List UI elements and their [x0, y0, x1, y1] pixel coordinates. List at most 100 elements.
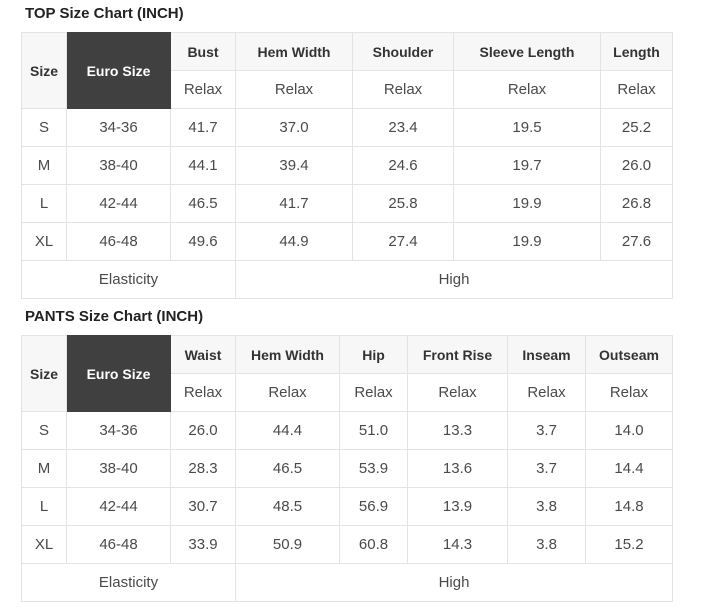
measurement-cell: 44.9	[235, 222, 353, 261]
measurement-cell: 41.7	[170, 108, 236, 147]
euro-size-cell: 42-44	[66, 487, 171, 526]
relax-fit-cell: Relax	[339, 373, 408, 412]
elasticity-label-cell: Elasticity	[21, 260, 236, 299]
size-cell: L	[21, 184, 67, 223]
elasticity-value-cell: High	[235, 563, 673, 602]
hem-width-column-header: Hem Width	[235, 335, 340, 374]
outseam-column-header: Outseam	[585, 335, 673, 374]
measurement-cell: 30.7	[170, 487, 236, 526]
hem-width-column-header: Hem Width	[235, 32, 353, 71]
table-row: S 34-36 41.7 37.0 23.4 19.5 25.2	[21, 108, 673, 147]
measurement-cell: 3.7	[507, 411, 586, 450]
measurement-cell: 14.3	[407, 525, 508, 564]
measurement-cell: 33.9	[170, 525, 236, 564]
measurement-cell: 19.5	[453, 108, 601, 147]
measurement-cell: 14.4	[585, 449, 673, 488]
euro-size-cell: 34-36	[66, 411, 171, 450]
table-row: S 34-36 26.0 44.4 51.0 13.3 3.7 14.0	[21, 411, 673, 450]
top-chart-title: TOP Size Chart (INCH)	[25, 5, 184, 22]
table-footer-row: Elasticity High	[21, 563, 673, 602]
measurement-cell: 24.6	[352, 146, 454, 185]
table-row: M 38-40 28.3 46.5 53.9 13.6 3.7 14.4	[21, 449, 673, 488]
inseam-column-header: Inseam	[507, 335, 586, 374]
measurement-cell: 44.1	[170, 146, 236, 185]
header-row-measures: Size Euro Size Waist Hem Width Hip Front…	[21, 335, 673, 412]
relax-fit-cell: Relax	[235, 70, 353, 109]
measurement-cell: 27.6	[600, 222, 673, 261]
euro-size-cell: 42-44	[66, 184, 171, 223]
top-size-chart: Size Euro Size Bust Hem Width Shoulder S…	[21, 32, 673, 299]
measurement-cell: 25.8	[352, 184, 454, 223]
relax-fit-cell: Relax	[453, 70, 601, 109]
measurement-cell: 26.0	[170, 411, 236, 450]
measurement-cell: 28.3	[170, 449, 236, 488]
measurement-cell: 19.7	[453, 146, 601, 185]
measurement-cell: 46.5	[170, 184, 236, 223]
euro-size-cell: 34-36	[66, 108, 171, 147]
size-cell: S	[21, 411, 67, 450]
measurement-cell: 48.5	[235, 487, 340, 526]
relax-fit-cell: Relax	[585, 373, 673, 412]
relax-fit-cell: Relax	[352, 70, 454, 109]
header-row-fit: Relax Relax Relax Relax Relax Relax	[22, 373, 673, 412]
measurement-cell: 53.9	[339, 449, 408, 488]
measurement-cell: 14.8	[585, 487, 673, 526]
measurement-cell: 37.0	[235, 108, 353, 147]
measurement-cell: 19.9	[453, 222, 601, 261]
table-row: XL 46-48 49.6 44.9 27.4 19.9 27.6	[21, 222, 673, 261]
measurement-cell: 14.0	[585, 411, 673, 450]
measurement-cell: 46.5	[235, 449, 340, 488]
euro-size-cell: 46-48	[66, 222, 171, 261]
size-column-header: Size	[21, 335, 67, 412]
table-row: M 38-40 44.1 39.4 24.6 19.7 26.0	[21, 146, 673, 185]
pants-size-chart: Size Euro Size Waist Hem Width Hip Front…	[21, 335, 673, 602]
front-rise-column-header: Front Rise	[407, 335, 508, 374]
measurement-cell: 56.9	[339, 487, 408, 526]
table-row: L 42-44 46.5 41.7 25.8 19.9 26.8	[21, 184, 673, 223]
measurement-cell: 13.9	[407, 487, 508, 526]
measurement-cell: 50.9	[235, 525, 340, 564]
measurement-cell: 19.9	[453, 184, 601, 223]
table-footer-row: Elasticity High	[21, 260, 673, 299]
elasticity-value-cell: High	[235, 260, 673, 299]
table-row: L 42-44 30.7 48.5 56.9 13.9 3.8 14.8	[21, 487, 673, 526]
measurement-cell: 27.4	[352, 222, 454, 261]
header-row-fit: Relax Relax Relax Relax Relax	[22, 70, 673, 109]
measurement-cell: 26.0	[600, 146, 673, 185]
measurement-cell: 3.8	[507, 525, 586, 564]
euro-size-column-header: Euro Size	[66, 32, 171, 109]
measurement-cell: 60.8	[339, 525, 408, 564]
size-cell: M	[21, 146, 67, 185]
relax-fit-cell: Relax	[170, 373, 236, 412]
relax-fit-cell: Relax	[407, 373, 508, 412]
waist-column-header: Waist	[170, 335, 236, 374]
size-cell: XL	[21, 222, 67, 261]
euro-size-cell: 38-40	[66, 449, 171, 488]
measurement-cell: 13.6	[407, 449, 508, 488]
measurement-cell: 3.8	[507, 487, 586, 526]
elasticity-label-cell: Elasticity	[21, 563, 236, 602]
table-row: XL 46-48 33.9 50.9 60.8 14.3 3.8 15.2	[21, 525, 673, 564]
shoulder-column-header: Shoulder	[352, 32, 454, 71]
euro-size-column-header: Euro Size	[66, 335, 171, 412]
measurement-cell: 26.8	[600, 184, 673, 223]
measurement-cell: 13.3	[407, 411, 508, 450]
measurement-cell: 51.0	[339, 411, 408, 450]
size-cell: S	[21, 108, 67, 147]
measurement-cell: 3.7	[507, 449, 586, 488]
header-row-measures: Size Euro Size Bust Hem Width Shoulder S…	[21, 32, 673, 109]
size-cell: L	[21, 487, 67, 526]
pants-chart-title: PANTS Size Chart (INCH)	[25, 308, 204, 325]
measurement-cell: 41.7	[235, 184, 353, 223]
euro-size-cell: 38-40	[66, 146, 171, 185]
size-cell: XL	[21, 525, 67, 564]
size-column-header: Size	[21, 32, 67, 109]
measurement-cell: 49.6	[170, 222, 236, 261]
euro-size-cell: 46-48	[66, 525, 171, 564]
measurement-cell: 23.4	[352, 108, 454, 147]
measurement-cell: 15.2	[585, 525, 673, 564]
hip-column-header: Hip	[339, 335, 408, 374]
measurement-cell: 39.4	[235, 146, 353, 185]
measurement-cell: 25.2	[600, 108, 673, 147]
relax-fit-cell: Relax	[235, 373, 340, 412]
